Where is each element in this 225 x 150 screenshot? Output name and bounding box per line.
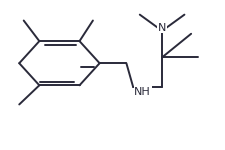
Text: NH: NH: [134, 87, 150, 97]
Text: N: N: [157, 23, 166, 33]
